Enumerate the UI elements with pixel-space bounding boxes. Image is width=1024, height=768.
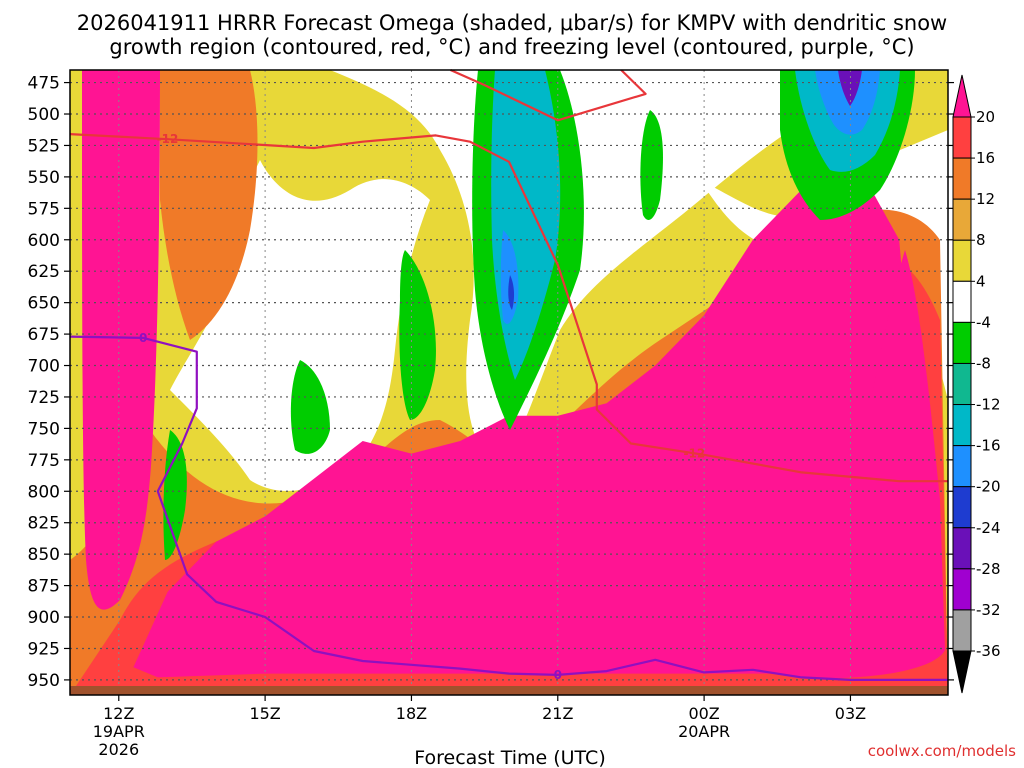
x-axis-label: Forecast Time (UTC) [414, 747, 605, 768]
x-tick-date: 20APR [678, 722, 730, 741]
colorbar: 20 16 12 8 4 -4 -8 -12 -16 -20 -24 -28 -32 -36 [952, 74, 1001, 694]
omega-patch-max-left-column [82, 70, 160, 610]
omega-patch-moderate-upper-left [160, 70, 258, 340]
colorbar-label: -28 [976, 560, 1001, 578]
y-tick-label: 925 [28, 639, 60, 659]
omega-patch-descent-cell-green-2 [290, 360, 330, 454]
omega-patch-descent-core-blue [508, 275, 515, 310]
x-tick-label: 00Z [688, 704, 719, 723]
y-tick-label: 675 [28, 325, 60, 345]
colorbar-segment [952, 198, 972, 241]
y-tick-label: 475 [28, 74, 60, 94]
colorbar-label: -36 [976, 642, 1001, 660]
colorbar-segment [952, 321, 972, 364]
y-tick-label: 900 [28, 608, 60, 628]
colorbar-label: -32 [976, 601, 1001, 619]
colorbar-label: -12 [976, 396, 1001, 414]
x-tick-label: 15Z [249, 704, 280, 723]
colorbar-segment [952, 280, 972, 323]
chart-title-line1: 2026041911 HRRR Forecast Omega (shaded, … [77, 11, 947, 35]
plot-area: -12 0 -12 0 [69, 68, 949, 696]
y-tick-label: 525 [28, 136, 60, 156]
colorbar-label: 12 [976, 190, 995, 208]
y-tick-label: 850 [28, 545, 60, 565]
x-tick-label: 21Z [542, 704, 573, 723]
credit-text: coolwx.com/models [868, 742, 1016, 760]
omega-patch-descent-cell-green-1 [399, 250, 436, 420]
colorbar-segment [952, 157, 972, 200]
plot-frame [69, 69, 949, 696]
y-tick-label: 625 [28, 262, 60, 282]
omega-patch-near-zero-right [700, 130, 948, 400]
x-gridlines [118, 70, 851, 695]
omega-patch-descent-upper-right-blue [815, 70, 880, 135]
contour-line [69, 133, 948, 483]
ground-strip [70, 686, 948, 695]
y-tick-label: 800 [28, 482, 60, 502]
x-tick-year: 2026 [98, 740, 139, 759]
colorbar-segment [952, 568, 972, 611]
x-tick-label: 18Z [396, 704, 427, 723]
y-tick-label: 500 [28, 105, 60, 125]
y-tick-label: 725 [28, 388, 60, 408]
y-tick-label: 875 [28, 577, 60, 597]
y-axis-ticks: 475 500 525 550 575 600 625 650 675 700 725 750 775 8… [28, 74, 954, 691]
y-tick-label: 950 [28, 671, 60, 691]
colorbar-label: 4 [976, 272, 986, 290]
colorbar-label: -20 [976, 478, 1001, 496]
colorbar-segment [952, 74, 972, 118]
colorbar-segment [952, 362, 972, 406]
x-tick-date: 19APR [93, 722, 145, 741]
contour-label: -12 [157, 132, 179, 146]
contour-label: 0 [554, 668, 562, 682]
colorbar-label: 20 [976, 108, 995, 126]
x-tick-label: 12Z [103, 704, 134, 723]
omega-patch-max-right-block [752, 250, 945, 679]
colorbar-segment [952, 239, 972, 282]
contour-label: 0 [139, 331, 147, 345]
colorbar-label: 16 [976, 149, 995, 167]
y-tick-label: 750 [28, 419, 60, 439]
omega-patch-descent-cell-green-4 [640, 110, 663, 220]
colorbar-segment [952, 650, 972, 694]
colorbar-segment [952, 527, 972, 570]
y-tick-label: 550 [28, 168, 60, 188]
contour-lines: -12 0 -12 0 [69, 68, 948, 682]
colorbar-label: -4 [976, 313, 991, 331]
contour-label: -12 [684, 447, 706, 461]
colorbar-segment [952, 445, 972, 488]
y-tick-label: 825 [28, 514, 60, 534]
y-gridlines [70, 81, 948, 681]
colorbar-segment [952, 116, 972, 159]
y-tick-label: 650 [28, 294, 60, 314]
y-tick-label: 775 [28, 451, 60, 471]
omega-patch-max [133, 151, 934, 678]
chart-title-line2: growth region (contoured, red, °C) and f… [109, 35, 914, 59]
x-tick-label: 03Z [835, 704, 866, 723]
colorbar-segment [952, 486, 972, 529]
omega-patch-descent-cell-green-3 [163, 430, 187, 560]
contour-line [69, 335, 948, 681]
omega-patch-descent-column-blue [500, 230, 519, 324]
colorbar-label: -24 [976, 519, 1001, 537]
y-tick-label: 700 [28, 357, 60, 377]
colorbar-label: -16 [976, 437, 1001, 455]
colorbar-label: -8 [976, 354, 991, 372]
colorbar-segment [952, 609, 972, 652]
colorbar-segment [952, 404, 972, 447]
colorbar-label: 8 [976, 231, 986, 249]
y-tick-label: 600 [28, 231, 60, 251]
contour-line [450, 68, 647, 122]
y-tick-label: 575 [28, 199, 60, 219]
